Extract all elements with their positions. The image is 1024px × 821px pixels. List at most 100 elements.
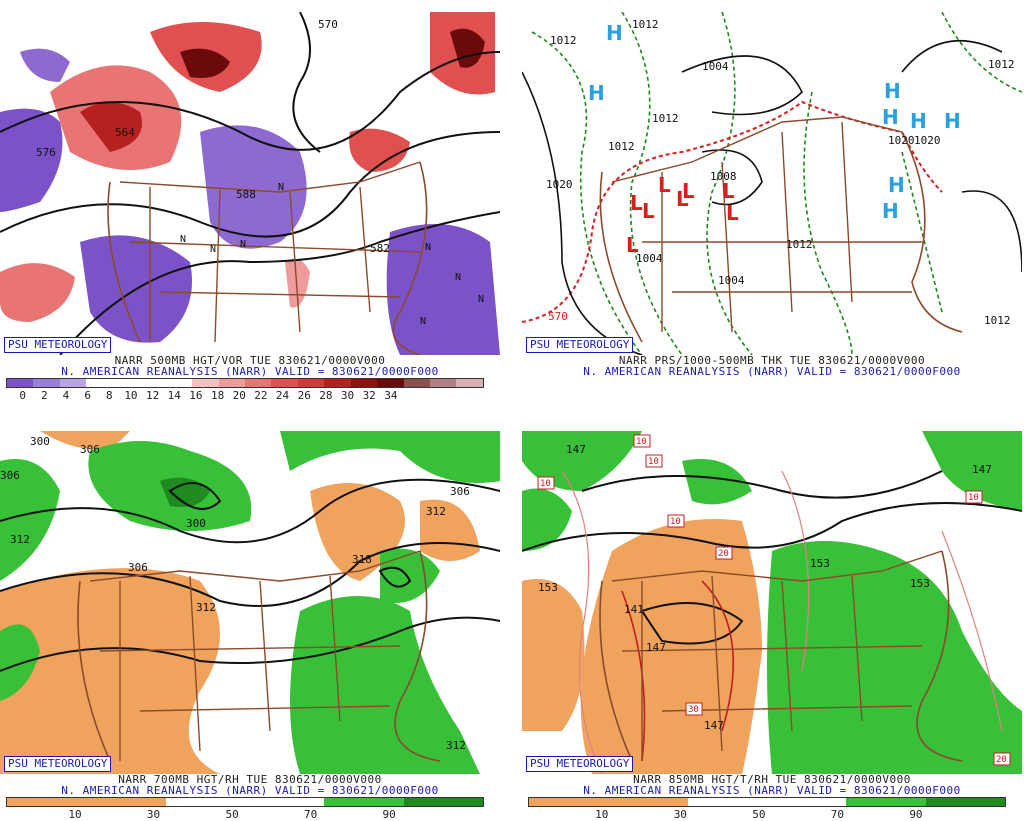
psu-meteorology-badge: PSU METEOROLOGY — [4, 337, 112, 353]
temperature-box-label: 10 — [648, 457, 659, 467]
scale-tick-label: 34 — [384, 389, 398, 402]
n-mark: N — [278, 182, 284, 193]
contour-label: 312 — [10, 533, 30, 546]
colorbar-segment — [324, 798, 404, 806]
scale-tick-label: 24 — [275, 389, 290, 402]
low-pressure-symbol: L — [626, 233, 639, 257]
n-mark: N — [180, 234, 186, 245]
contour-label-576: 576 — [36, 146, 56, 159]
scale-tick-label: 8 — [105, 389, 113, 402]
panel-700mb-rh: 300 306 306 312 300 306 312 312 318 312 … — [0, 419, 500, 821]
temperature-box-label: 10 — [670, 517, 681, 527]
low-pressure-symbol: L — [642, 199, 655, 223]
contour-label: 312 — [196, 601, 216, 614]
scale-tick-label: 30 — [673, 808, 687, 821]
psu-meteorology-badge: PSU METEOROLOGY — [526, 756, 634, 772]
scale-tick-label: 10 — [595, 808, 609, 821]
colorbar-segment — [324, 379, 351, 387]
temperature-box-label: 20 — [718, 549, 729, 559]
isobar-label: 1008 — [710, 170, 737, 183]
colorbar-segment — [165, 379, 193, 387]
low-pressure-symbol: L — [682, 179, 695, 203]
colorbar-segment — [86, 379, 113, 387]
colorbar-segment — [297, 379, 325, 387]
scale-tick-label: 10 — [124, 389, 138, 402]
scale-tick-label: 4 — [62, 389, 70, 402]
isobar-label: 1020 — [888, 134, 915, 147]
n-mark: N — [210, 244, 216, 255]
isobar-label: 1004 — [718, 274, 745, 287]
colorbar-segment — [244, 798, 325, 806]
colorbar-segment — [925, 798, 1005, 806]
scale-tick-label: 30 — [146, 808, 161, 821]
scale-tick-label: 50 — [752, 808, 766, 821]
scale-tick-label: 50 — [225, 808, 239, 821]
high-pressure-symbol: H — [910, 109, 927, 133]
contour-label: 318 — [352, 553, 372, 566]
panel-title-valid: N. AMERICAN REANALYSIS (NARR) VALID = 83… — [583, 784, 961, 797]
colorbar-segment — [608, 798, 688, 806]
low-pressure-symbol: L — [726, 201, 739, 225]
n-mark: N — [455, 272, 461, 283]
rh-colorbar — [6, 797, 484, 807]
scale-tick-label: 90 — [909, 808, 923, 821]
isobar-label: 1012 — [652, 112, 679, 125]
scale-tick-label: 16 — [189, 389, 203, 402]
colorbar-segment — [192, 379, 219, 387]
high-pressure-symbol: H — [888, 173, 905, 197]
rh-scale-ticks: 10 30 50 70 90 — [528, 808, 1004, 821]
contour-label: 141 — [624, 603, 644, 616]
low-pressure-symbol: L — [676, 187, 689, 211]
map-500mb: 570 564 576 588 582 N N N N N N N N — [0, 12, 500, 355]
isobar-label: 1020 — [914, 134, 941, 147]
map-850mb: 147 153 141 147 147 153 153 147 10 10 10… — [522, 431, 1022, 774]
colorbar-segment — [218, 379, 245, 387]
scale-tick-label: 32 — [362, 389, 376, 402]
scale-tick-label: 12 — [145, 389, 160, 402]
map-700mb: 300 306 306 312 300 306 312 312 318 312 … — [0, 431, 500, 774]
colorbar-segment — [86, 798, 166, 806]
psu-meteorology-badge: PSU METEOROLOGY — [4, 756, 112, 772]
contour-label: 153 — [810, 557, 830, 570]
colorbar-segment — [33, 379, 60, 387]
scale-tick-label: 2 — [41, 389, 48, 402]
contour-label: 306 — [128, 561, 148, 574]
panel-title-valid: N. AMERICAN REANALYSIS (NARR) VALID = 83… — [583, 365, 961, 378]
isobar-label: 1012 — [786, 238, 813, 251]
rh-scale-ticks: 10 30 50 70 90 — [6, 808, 482, 821]
contour-label: 312 — [426, 505, 446, 518]
colorbar-segment — [244, 379, 272, 387]
scale-tick-label: 20 — [232, 389, 246, 402]
panel-850mb-rh: 147 153 141 147 147 153 153 147 10 10 10… — [522, 419, 1022, 821]
colorbar-segment — [7, 798, 87, 806]
colorbar-segment — [687, 798, 767, 806]
low-pressure-symbol: L — [658, 173, 671, 197]
n-mark: N — [420, 316, 426, 327]
contour-label: 147 — [566, 443, 586, 456]
panel-title-product: NARR 850MB HGT/T/RH TUE 830621/0000V000 — [633, 773, 911, 786]
high-pressure-symbol: H — [944, 109, 961, 133]
high-pressure-symbol: H — [882, 105, 899, 129]
contour-label: 300 — [30, 435, 50, 448]
contour-label-570a: 570 — [318, 18, 338, 31]
n-mark: N — [425, 242, 431, 253]
scale-tick-label: 90 — [382, 808, 396, 821]
colorbar-segment — [403, 798, 483, 806]
colorbar-segment — [529, 798, 609, 806]
colorbar-segment — [350, 379, 378, 387]
temperature-box-label: 30 — [688, 705, 699, 715]
scale-tick-label: 6 — [84, 389, 91, 402]
colorbar-segment — [7, 379, 34, 387]
scale-tick-label: 18 — [210, 389, 225, 402]
colorbar-segment — [766, 798, 847, 806]
colorbar-segment — [165, 798, 245, 806]
contour-label: 147 — [972, 463, 992, 476]
scale-tick-label: 70 — [304, 808, 318, 821]
colorbar-segment — [139, 379, 166, 387]
isobar-label: 1004 — [702, 60, 729, 73]
panel-title-product: NARR 700MB HGT/RH TUE 830621/0000V000 — [118, 773, 382, 786]
isobar-label: 1012 — [550, 34, 577, 47]
contour-label: 147 — [704, 719, 724, 732]
contour-label: 300 — [186, 517, 206, 530]
vorticity-colorbar — [6, 378, 484, 388]
